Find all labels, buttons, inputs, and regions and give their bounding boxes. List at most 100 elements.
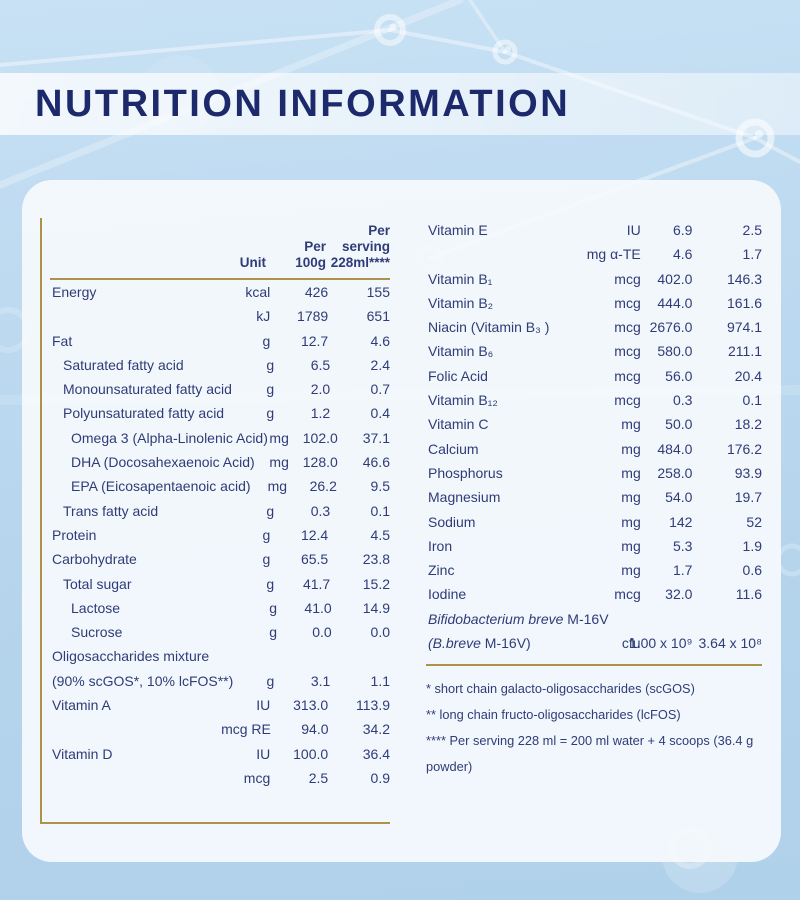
row-label: Sucrose bbox=[71, 624, 123, 641]
row-per-100g: 0.0 bbox=[312, 624, 332, 641]
row-per-100g: 444.0 bbox=[657, 294, 693, 311]
row-per-serving: 1.1 bbox=[370, 672, 390, 689]
row-per-serving: 0.6 bbox=[742, 562, 762, 579]
row-per-serving: 36.4 bbox=[362, 745, 390, 762]
row-per-serving: 211.1 bbox=[728, 343, 762, 360]
row-unit: mg α-TE bbox=[586, 246, 641, 263]
table-row: Carbohydrate g 65.5 23.8 bbox=[40, 547, 390, 571]
row-per-serving: 1.9 bbox=[742, 537, 762, 554]
page-title: NUTRITION INFORMATION bbox=[35, 82, 571, 125]
row-label: Niacin (Vitamin B₃ ) bbox=[428, 319, 550, 336]
row-per-100g bbox=[270, 644, 328, 668]
row-per-serving: 23.8 bbox=[362, 551, 390, 568]
row-per-serving bbox=[328, 644, 390, 668]
row-per-100g: 0.3 bbox=[310, 502, 331, 519]
row-unit: mcg bbox=[243, 769, 271, 786]
row-unit: cfu bbox=[621, 635, 641, 652]
table-row: Magnesium mg 54.0 19.7 bbox=[426, 485, 762, 509]
row-per-serving: 18.2 bbox=[734, 416, 762, 433]
row-label: Iodine bbox=[428, 586, 467, 603]
table-row: Total sugar g 41.7 15.2 bbox=[40, 572, 390, 596]
table-row: mcg RE 94.0 34.2 bbox=[40, 717, 390, 741]
row-label: Magnesium bbox=[428, 489, 501, 506]
row-label: Sodium bbox=[428, 513, 476, 530]
row-label: Polyunsaturated fatty acid bbox=[63, 405, 225, 422]
row-per-serving: 651 bbox=[366, 308, 390, 325]
row-label: DHA (Docosahexaenoic Acid) bbox=[71, 454, 255, 471]
row-unit: kcal bbox=[245, 284, 271, 300]
row-per-serving: 93.9 bbox=[734, 464, 762, 481]
footnote-serving: **** Per serving 228 ml = 200 ml water +… bbox=[426, 733, 754, 774]
row-per-serving: 20.4 bbox=[734, 367, 762, 384]
row-unit: mg bbox=[621, 440, 641, 457]
header-unit: Unit bbox=[239, 255, 266, 270]
table-row: Vitamin E IU 6.9 2.5 bbox=[426, 218, 762, 242]
right-table-rows: Vitamin E IU 6.9 2.5 mg α-TE 4.6 1.7 Vitamin B₁… bbox=[426, 218, 762, 655]
row-label: Vitamin B₂ bbox=[428, 294, 494, 311]
row-label: Omega 3 (Alpha-Linolenic Acid) bbox=[71, 429, 268, 446]
nutrition-card: Unit Per 100g Per serving 228ml**** Ener… bbox=[22, 180, 781, 862]
table-bottom-rule bbox=[40, 822, 390, 824]
row-per-100g: 0.3 bbox=[672, 392, 693, 409]
row-unit: mg bbox=[621, 416, 641, 433]
row-per-serving: 0.0 bbox=[370, 624, 390, 641]
table-row: kJ 1789 651 bbox=[40, 304, 390, 328]
row-per-serving: 11.6 bbox=[735, 586, 762, 603]
table-row: Vitamin B₁ mcg 402.0 146.3 bbox=[426, 267, 762, 291]
table-row: Protein g 12.4 4.5 bbox=[40, 523, 390, 547]
row-per-100g: 580.0 bbox=[657, 343, 693, 360]
table-row: (90% scGOS*, 10% lcFOS**) g 3.1 1.1 bbox=[40, 669, 390, 693]
row-per-serving: 0.4 bbox=[370, 405, 391, 422]
header-per-serving: Per serving 228ml**** bbox=[330, 223, 390, 270]
row-label: Fat bbox=[52, 332, 73, 349]
row-per-100g: 1.2 bbox=[310, 405, 331, 422]
row-per-100g: 26.2 bbox=[309, 478, 337, 495]
table-row: Lactose g 41.0 14.9 bbox=[40, 596, 390, 620]
row-per-100g: 41.7 bbox=[302, 575, 331, 592]
row-per-serving: 155 bbox=[366, 284, 390, 300]
row-per-100g: 50.0 bbox=[665, 416, 693, 433]
row-unit: g bbox=[269, 599, 277, 616]
row-unit: mcg bbox=[614, 270, 641, 287]
row-per-serving: 0.9 bbox=[370, 769, 390, 786]
row-per-100g: 1.7 bbox=[672, 562, 693, 579]
row-per-100g: 94.0 bbox=[301, 721, 329, 738]
table-row: Saturated fatty acid g 6.5 2.4 bbox=[40, 353, 390, 377]
row-label: Monounsaturated fatty acid bbox=[63, 381, 232, 398]
row-unit: mg bbox=[269, 429, 289, 446]
row-unit bbox=[562, 607, 641, 631]
row-per-serving: 161.6 bbox=[726, 294, 762, 311]
table-row: Vitamin A IU 313.0 113.9 bbox=[40, 693, 390, 717]
row-per-serving: 2.5 bbox=[742, 222, 762, 238]
table-row: Iron mg 5.3 1.9 bbox=[426, 534, 762, 558]
row-label: (90% scGOS*, 10% lcFOS**) bbox=[52, 672, 234, 689]
row-per-serving: 0.1 bbox=[370, 502, 391, 519]
row-per-100g: 5.3 bbox=[672, 537, 693, 554]
row-label: (B.breve M-16V) bbox=[428, 635, 531, 652]
row-per-100g: 2.5 bbox=[308, 769, 329, 786]
row-per-serving: 1.7 bbox=[742, 246, 762, 263]
footnotes: * short chain galacto-oligosaccharides (… bbox=[426, 676, 782, 780]
row-label bbox=[40, 717, 227, 741]
row-unit: mg bbox=[269, 454, 289, 471]
row-per-100g: 6.9 bbox=[672, 222, 693, 238]
row-unit: mcg bbox=[614, 343, 641, 360]
row-unit: IU bbox=[256, 745, 271, 762]
row-per-serving: 15.2 bbox=[362, 575, 391, 592]
row-label: Calcium bbox=[428, 440, 479, 457]
table-row: Vitamin B₁₂ mcg 0.3 0.1 bbox=[426, 388, 762, 412]
row-unit: mcg bbox=[614, 586, 641, 603]
row-per-serving: 19.7 bbox=[734, 489, 762, 506]
row-unit: mcg RE bbox=[221, 721, 271, 738]
table-row: Omega 3 (Alpha-Linolenic Acid) mg 102.0 37.… bbox=[40, 426, 390, 450]
row-unit: kJ bbox=[256, 308, 271, 325]
table-row: Vitamin B₂ mcg 444.0 161.6 bbox=[426, 291, 762, 315]
table-row: Polyunsaturated fatty acid g 1.2 0.4 bbox=[40, 401, 390, 425]
footnote-lcfos: ** long chain fructo-oligosaccharides (l… bbox=[426, 707, 681, 722]
row-per-100g: 258.0 bbox=[657, 464, 693, 481]
row-per-serving: 34.2 bbox=[362, 721, 390, 738]
table-row: EPA (Eicosapentaenoic acid) mg 26.2 9.5 bbox=[40, 474, 390, 498]
table-row: mcg 2.5 0.9 bbox=[40, 766, 390, 790]
row-label: Vitamin B₁ bbox=[428, 270, 493, 287]
table-row: Calcium mg 484.0 176.2 bbox=[426, 437, 762, 461]
